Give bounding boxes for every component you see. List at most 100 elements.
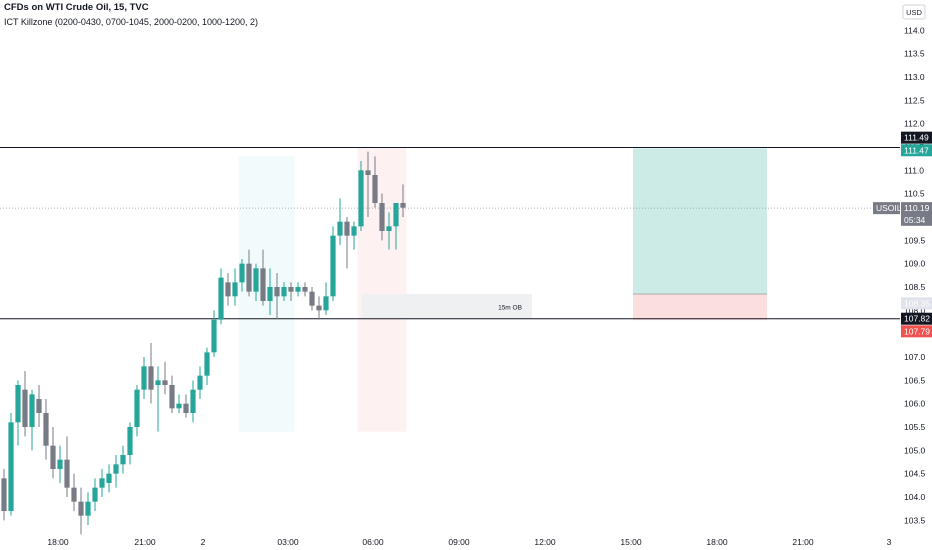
candle	[197, 366, 203, 399]
x-tick-label: 3	[887, 537, 892, 547]
currency-selector[interactable]: USD	[902, 4, 926, 20]
candle	[218, 268, 224, 325]
candle	[92, 478, 98, 511]
candle	[246, 249, 252, 297]
candle-body	[358, 170, 364, 227]
candle-body	[281, 287, 287, 297]
candle	[134, 385, 140, 437]
candle-body	[113, 464, 119, 474]
chart-title: CFDs on WTI Crude Oil, 15, TVC	[4, 2, 149, 13]
y-tick-label: 113.0	[904, 72, 925, 82]
candle	[106, 464, 112, 493]
x-tick-label: 2	[201, 537, 206, 547]
candle-body	[316, 305, 322, 311]
candle-body	[379, 203, 385, 231]
y-tick-label: 110.5	[904, 189, 925, 199]
candle-body	[22, 389, 28, 427]
candle-body	[1, 478, 7, 511]
candle-body	[204, 352, 210, 376]
candle	[148, 343, 154, 404]
candle	[176, 394, 182, 413]
y-tick-label: 103.5	[904, 515, 926, 525]
candle	[190, 380, 196, 423]
candle-body	[15, 385, 21, 423]
candle	[239, 259, 245, 292]
entry-tag-box	[901, 297, 932, 310]
y-tick-label: 106.0	[904, 399, 926, 409]
x-tick-label: 03:00	[277, 537, 299, 547]
y-tick-label: 112.0	[904, 119, 925, 129]
candle	[358, 161, 364, 231]
candle-body	[344, 221, 350, 236]
target-tag: 111.47	[904, 145, 929, 155]
candle	[400, 184, 406, 217]
candle	[169, 375, 175, 413]
candle	[162, 361, 168, 395]
x-tick-label: 12:00	[534, 537, 556, 547]
candle-body	[148, 366, 154, 390]
candle-body	[134, 389, 140, 427]
candle-body	[64, 459, 70, 488]
candle-body	[92, 487, 98, 502]
candle-body	[400, 203, 406, 208]
candle-body	[57, 459, 63, 469]
candle-body	[190, 389, 196, 413]
candle	[232, 268, 238, 306]
candle	[99, 469, 105, 497]
symbol-tag: USOIL	[876, 203, 902, 213]
candle	[1, 469, 7, 521]
indicator-legend[interactable]: ICT Killzone (0200-0430, 0700-1045, 2000…	[4, 17, 259, 27]
candle	[22, 371, 28, 437]
x-tick-label: 15:00	[620, 537, 642, 547]
lower-line-tag: 107.82	[904, 314, 930, 324]
candle	[295, 282, 301, 297]
candle	[365, 151, 371, 217]
y-tick-label: 104.5	[904, 469, 926, 479]
candle-body	[29, 394, 35, 427]
candle	[337, 198, 343, 245]
candle-body	[253, 268, 259, 292]
y-tick-label: 114.0	[904, 25, 925, 35]
candle	[50, 427, 56, 479]
candle-body	[351, 226, 357, 236]
candle	[393, 203, 399, 250]
candle-body	[274, 287, 280, 297]
x-tick-label: 18:00	[47, 537, 69, 547]
candle-body	[232, 282, 238, 297]
candle	[204, 347, 210, 385]
candle-body	[260, 268, 266, 301]
candle	[386, 212, 392, 250]
symbol-tag-box	[873, 202, 900, 215]
countdown-tag: 05:34	[904, 215, 926, 225]
candle-body	[71, 487, 77, 502]
candle-body	[393, 203, 399, 227]
candle	[141, 357, 147, 399]
candle-body	[155, 380, 161, 385]
candle	[64, 436, 70, 497]
stop-zone	[633, 294, 767, 321]
candle	[211, 310, 217, 357]
candle	[155, 366, 161, 432]
x-tick-label: 18:00	[706, 537, 728, 547]
candle-body	[106, 473, 112, 483]
y-tick-label: 112.5	[904, 95, 925, 105]
currency-box	[902, 4, 926, 20]
candle-body	[239, 263, 245, 283]
y-tick-label: 109.5	[904, 235, 926, 245]
y-tick-label: 108.5	[904, 282, 926, 292]
y-tick-label: 111.0	[904, 165, 924, 175]
x-tick-label: 06:00	[362, 537, 384, 547]
candle-body	[218, 277, 224, 320]
candle	[43, 399, 49, 460]
candle-body	[162, 380, 168, 385]
candle	[274, 273, 280, 320]
candle	[302, 282, 308, 297]
candle	[316, 296, 322, 320]
candle-body	[43, 413, 49, 446]
candle-body	[211, 319, 217, 353]
candle	[71, 473, 77, 511]
order-block-box	[362, 294, 532, 319]
candle	[379, 193, 385, 241]
candle	[351, 221, 357, 250]
